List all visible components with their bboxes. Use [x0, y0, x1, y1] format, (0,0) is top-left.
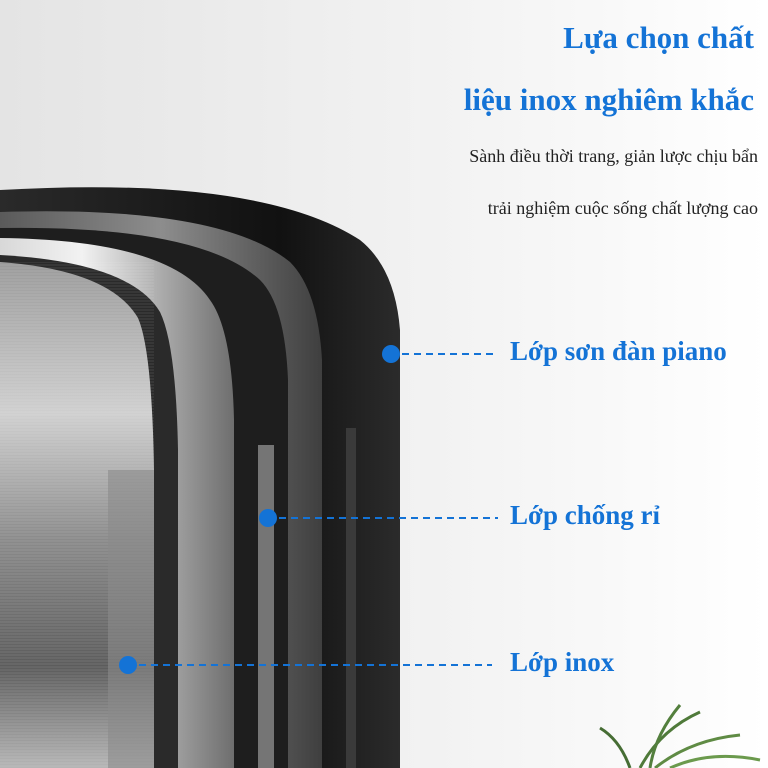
- subheading-line-1: Sành điều thời trang, giản lược chịu bẩn: [469, 146, 758, 166]
- pointer-piano-paint: [382, 345, 498, 363]
- heading-line-1: Lựa chọn chất: [563, 20, 754, 55]
- pointer-stainless: [119, 656, 492, 674]
- label-piano-paint-layer: Lớp sơn đàn piano: [510, 336, 727, 366]
- pointer-anti-rust: [259, 509, 498, 527]
- label-anti-rust-layer: Lớp chống rỉ: [510, 500, 660, 530]
- label-stainless-layer: Lớp inox: [510, 647, 615, 677]
- plant-decoration: [599, 704, 761, 768]
- heading-line-2: liệu inox nghiêm khắc: [463, 82, 754, 117]
- subheading-line-2: trải nghiệm cuộc sống chất lượng cao: [487, 198, 758, 218]
